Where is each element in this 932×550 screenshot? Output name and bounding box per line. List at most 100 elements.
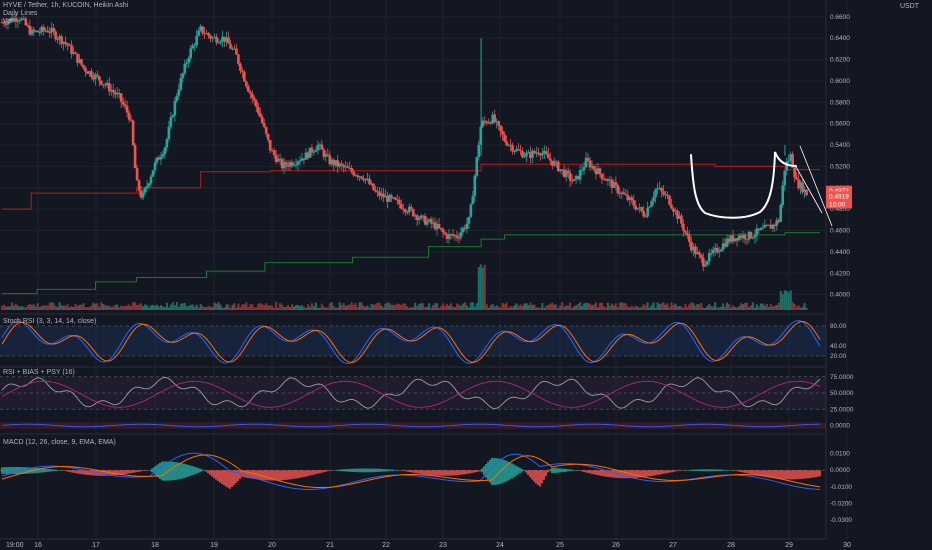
rsi-label: RSI + BIAS + PSY (16) (3, 369, 75, 376)
volume-bar (334, 307, 337, 310)
candle-body (537, 152, 540, 155)
candle-body (531, 150, 534, 158)
macd-histogram-bar (71, 470, 73, 473)
macd-histogram-bar (355, 468, 357, 473)
macd-histogram-bar (643, 470, 645, 478)
volume-bar (734, 306, 737, 310)
candle-body (431, 222, 435, 224)
macd-histogram-bar (123, 470, 125, 475)
macd-histogram-bar (11, 466, 13, 475)
volume-bar (20, 306, 23, 310)
volume-bar (781, 293, 784, 310)
volume-bar (612, 305, 615, 310)
volume-bar (787, 292, 790, 310)
macd-histogram-bar (275, 470, 277, 481)
candle-body (304, 152, 308, 160)
volume-bar (324, 307, 327, 310)
candle-body (705, 261, 709, 265)
volume-bar (213, 302, 216, 310)
macd-histogram-bar (299, 470, 301, 478)
candle-body (628, 197, 632, 201)
volume-bar (219, 304, 222, 310)
macd-histogram-bar (675, 470, 677, 472)
macd-histogram-bar (749, 470, 751, 474)
candle-body (239, 63, 242, 71)
candle-body (322, 149, 326, 157)
candle-body (173, 100, 177, 116)
macd-histogram-bar (595, 470, 597, 475)
volume-bar (24, 307, 27, 310)
macd-histogram-bar (699, 469, 701, 472)
macd-histogram-bar (459, 470, 461, 475)
macd-histogram-bar (277, 470, 279, 481)
macd-histogram-bar (457, 470, 459, 476)
volume-bar (76, 305, 79, 310)
price-tick-label: 0.6200 (830, 57, 850, 64)
volume-bar (447, 305, 450, 310)
volume-bar (543, 307, 546, 310)
candle-body (562, 169, 566, 177)
candle-body (755, 228, 759, 236)
macd-histogram-bar (401, 470, 403, 471)
macd-histogram-bar (623, 470, 625, 479)
volume-bar (400, 304, 403, 310)
candle-body (435, 223, 439, 230)
volume-bar (215, 303, 218, 310)
volume-bar (146, 305, 149, 310)
volume-bar (646, 302, 649, 310)
volume-bar (293, 306, 296, 310)
volume-bar (148, 307, 151, 310)
volume-bar (289, 307, 292, 310)
macd-histogram-bar (81, 470, 83, 475)
volume-bar (587, 302, 590, 310)
macd-histogram-bar (545, 470, 547, 477)
volume-bar (138, 304, 141, 310)
time-tick-label: 16 (34, 542, 42, 549)
macd-histogram-bar (513, 464, 515, 478)
macd-histogram-bar (583, 470, 585, 472)
macd-histogram-bar (559, 468, 561, 473)
macd-histogram-bar (197, 467, 199, 473)
macd-histogram-bar (657, 470, 659, 475)
stoch-tick-label: 40.00 (830, 343, 847, 350)
candle-body (481, 120, 485, 127)
macd-histogram-bar (9, 467, 11, 475)
volume-bar (525, 303, 528, 310)
macd-histogram-bar (405, 470, 407, 472)
volume-bar (92, 302, 95, 310)
volume-bar (531, 305, 534, 310)
candle-body (270, 150, 274, 152)
volume-bar (291, 304, 294, 310)
macd-tick-label: -0.0100 (830, 484, 852, 491)
candle-body (648, 206, 651, 208)
macd-histogram-bar (245, 470, 247, 478)
volume-bar (86, 307, 89, 310)
volume-bar (585, 302, 588, 310)
macd-histogram-bar (473, 470, 475, 473)
candle-body (98, 76, 101, 81)
volume-bar (706, 306, 709, 310)
macd-histogram-bar (397, 470, 399, 471)
candle-body (191, 45, 195, 49)
candle-body (105, 82, 109, 86)
candle-body (560, 169, 564, 171)
macd-histogram-bar (695, 469, 697, 472)
volume-bar (698, 304, 701, 310)
macd-histogram-bar (135, 470, 137, 473)
candle-body (616, 185, 620, 193)
volume-bar (771, 306, 774, 310)
volume-bar (801, 306, 804, 310)
macd-histogram-bar (487, 461, 489, 481)
candle-body (290, 162, 294, 166)
candle-body (777, 220, 781, 222)
volume-bar (779, 290, 782, 310)
price-tick-label: 0.6400 (830, 35, 850, 42)
volume-bar (533, 304, 536, 310)
time-tick-label: 24 (496, 542, 504, 549)
macd-histogram-bar (203, 470, 205, 471)
macd-histogram-bar (673, 470, 675, 472)
macd-histogram-bar (613, 470, 615, 478)
candle-body (356, 175, 359, 177)
candle-body (74, 52, 77, 54)
